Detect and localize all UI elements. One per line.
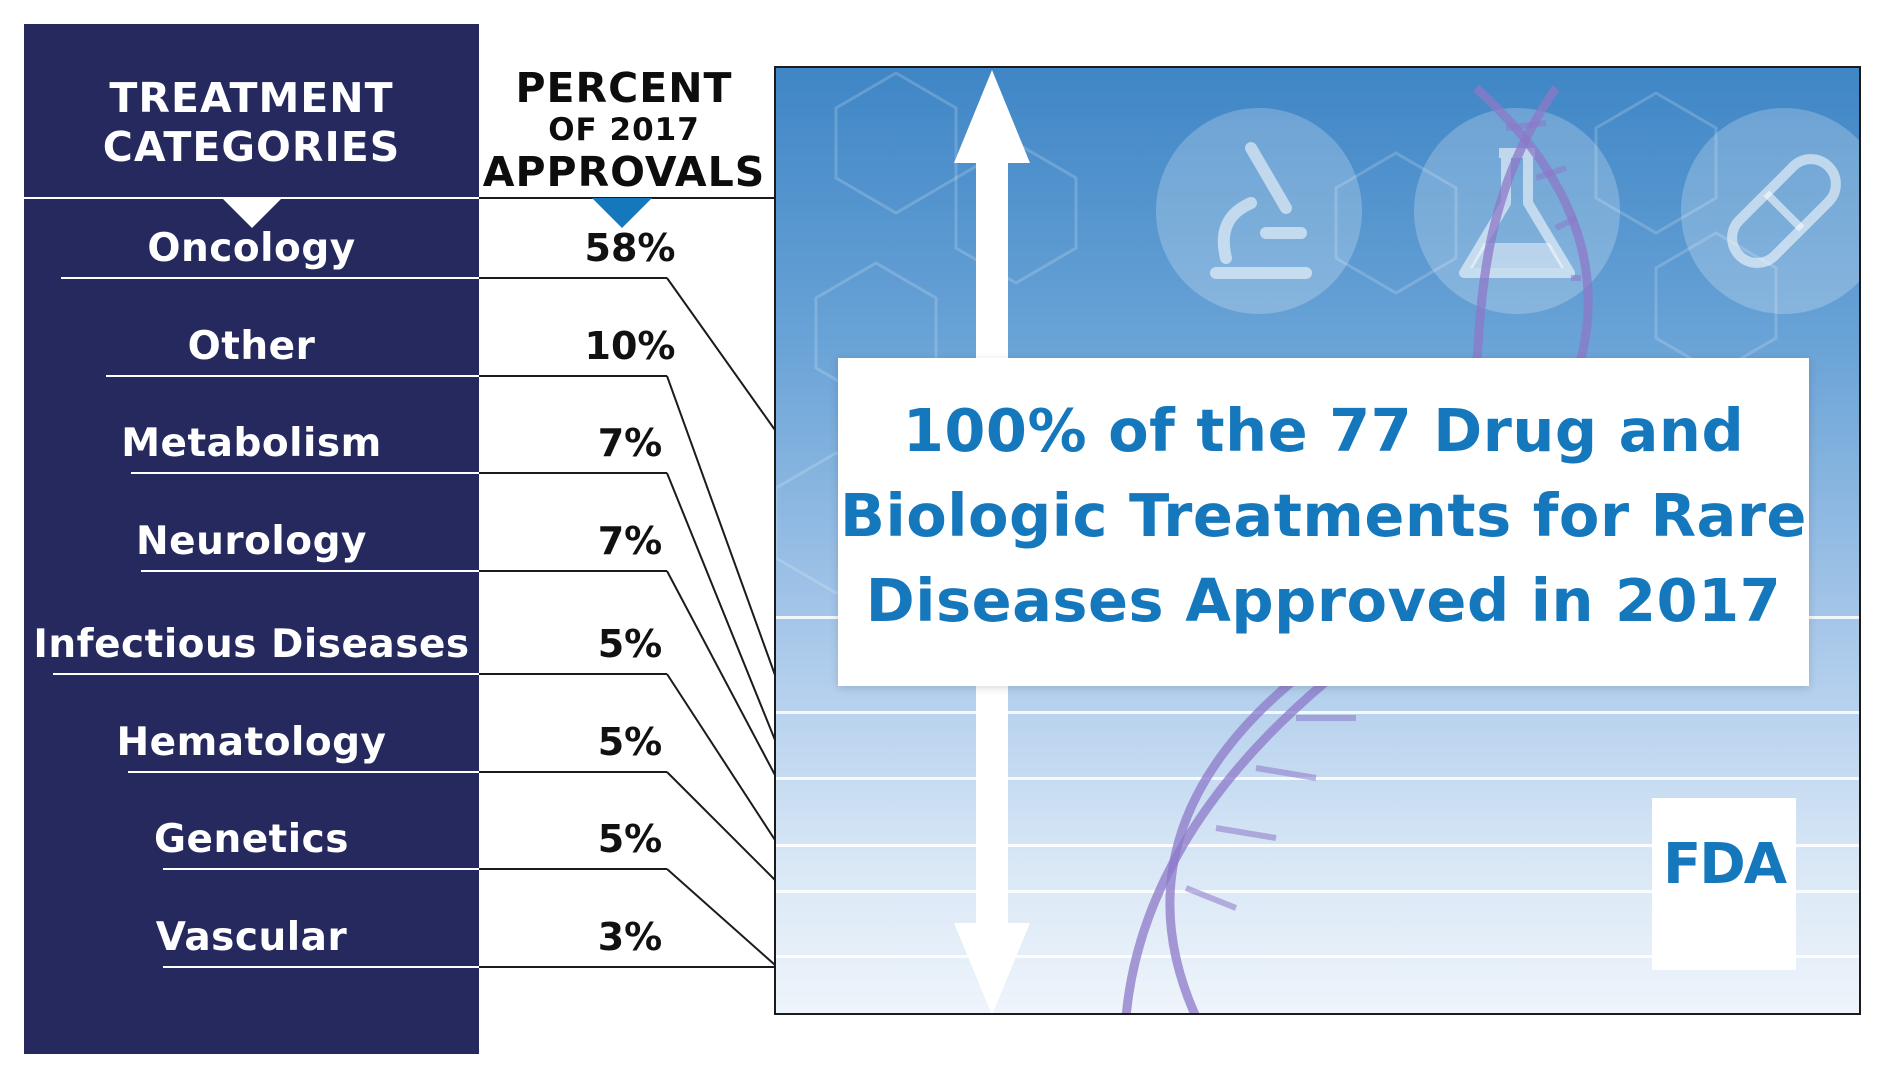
percent-header-line2: OF 2017	[548, 112, 700, 148]
percent-value: 58%	[584, 226, 676, 270]
stripe	[776, 711, 1859, 714]
percent-value: 3%	[597, 915, 663, 959]
category-label: Vascular	[155, 915, 348, 960]
stripe	[776, 777, 1859, 780]
percent-header-line3: APPROVALS	[482, 148, 766, 196]
stripe	[776, 955, 1859, 958]
percent-header: PERCENT OF 2017 APPROVALS	[479, 68, 769, 193]
stripe	[776, 844, 1859, 847]
hero-image-panel: 100% of the 77 Drug and Biologic Treatme…	[774, 66, 1861, 1015]
connector-line	[666, 868, 776, 966]
connector-line	[666, 673, 776, 841]
pill-icon	[1681, 108, 1859, 314]
categories-header-line1: TREATMENT	[109, 74, 394, 122]
fda-logo: FDA	[1652, 798, 1796, 970]
percent-header-line1: PERCENT	[515, 64, 733, 112]
category-label: Neurology	[136, 519, 367, 564]
percent-value: 7%	[597, 421, 663, 465]
category-label: Hematology	[116, 720, 387, 765]
connector-line	[666, 771, 776, 881]
categories-header-line2: CATEGORIES	[102, 123, 401, 171]
connector-line	[666, 277, 776, 431]
connector-line	[666, 472, 776, 741]
connector-line	[666, 375, 776, 676]
categories-header-marker	[222, 198, 282, 228]
category-label: Metabolism	[121, 421, 382, 466]
category-panel	[24, 24, 479, 1054]
percent-value: 5%	[597, 817, 663, 861]
percent-value: 7%	[597, 519, 663, 563]
stripe	[776, 890, 1859, 893]
headline-line1: 100% of the 77 Drug and	[902, 396, 1745, 465]
category-label: Oncology	[147, 226, 356, 271]
percent-value: 10%	[584, 324, 676, 368]
category-label: Other	[187, 324, 316, 369]
headline-line3: Diseases Approved in 2017	[865, 566, 1782, 635]
headline-line2: Biologic Treatments for Rare	[840, 481, 1807, 550]
microscope-icon	[1156, 108, 1362, 314]
connector-line	[666, 570, 776, 776]
percent-value: 5%	[597, 622, 663, 666]
category-label: Genetics	[153, 817, 350, 862]
percent-header-marker	[592, 198, 652, 228]
headline-box: 100% of the 77 Drug and Biologic Treatme…	[838, 358, 1809, 686]
category-label: Infectious Diseases	[33, 622, 470, 667]
fda-logo-text: FDA	[1662, 832, 1787, 897]
percent-value: 5%	[597, 720, 663, 764]
categories-header: TREATMENT CATEGORIES	[24, 78, 479, 176]
